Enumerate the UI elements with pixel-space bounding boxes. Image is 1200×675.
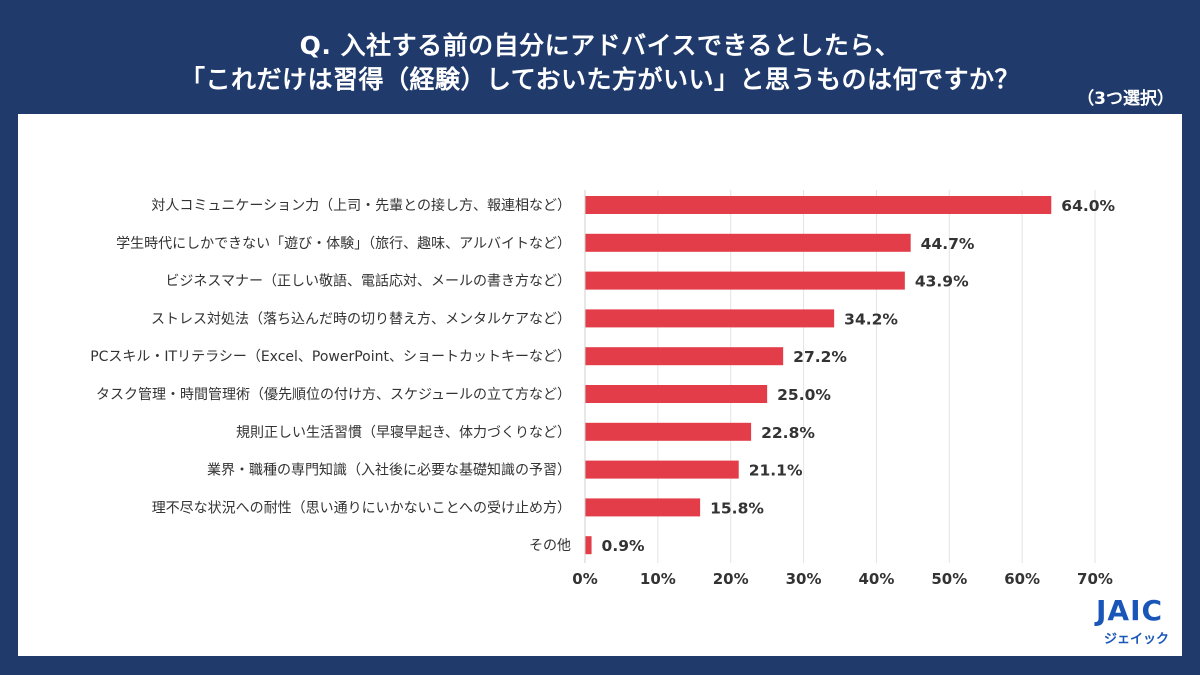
bar (585, 498, 701, 517)
category-label: PCスキル・ITリテラシー（Excel、PowerPoint、ショートカットキー… (90, 349, 571, 365)
bar (585, 347, 784, 366)
category-label: 規則正しい生活習慣（早寝早起き、体力づくりなど） (236, 424, 571, 441)
value-label: 43.9% (915, 273, 969, 291)
value-label: 64.0% (1061, 197, 1115, 215)
category-label: 業界・職種の専門知識（入社後に必要な基礎知識の予習） (207, 462, 571, 479)
category-label: 学生時代にしかできない「遊び・体験」（旅行、趣味、アルバイトなど） (116, 236, 571, 252)
x-tick-label: 50% (931, 570, 967, 588)
value-label: 22.8% (761, 424, 815, 442)
value-label: 21.1% (749, 462, 803, 480)
value-label: 34.2% (844, 310, 898, 328)
selection-note: （3つ選択） (1077, 89, 1174, 109)
title-line-2: 「これだけは習得（経験）しておいた方がいい」と思うものは何ですか？ (179, 65, 1020, 94)
category-label: その他 (529, 538, 571, 554)
x-tick-label: 10% (640, 570, 676, 588)
category-label: 理不尽な状況への耐性（思い通りにいかないことへの受け止め方） (152, 500, 571, 516)
bar (585, 309, 835, 328)
category-label: タスク管理・時間管理術（優先順位の付け方、スケジュールの立て方など） (96, 387, 571, 403)
header: Q. 入社する前の自分にアドバイスできるとしたら、 「これだけは習得（経験）して… (0, 0, 1200, 112)
bar (585, 422, 752, 441)
x-tick-label: 70% (1077, 570, 1113, 588)
value-label: 25.0% (777, 386, 831, 404)
x-tick-label: 20% (713, 570, 749, 588)
bar (585, 196, 1052, 214)
chart-panel: 0% 10% 20% 30% 40% 50% 60% 70% 対人コミュニケーション力（上司・先… (18, 114, 1182, 656)
category-label: ビジネスマナー（正しい敬語、電話応対、メールの書き方など） (165, 273, 571, 290)
value-label: 0.9% (602, 537, 645, 555)
bar-chart: 0% 10% 20% 30% 40% 50% 60% 70% 対人コミュニケーション力（上司・先… (90, 190, 1116, 588)
value-label: 15.8% (710, 499, 764, 517)
title-line-1: Q. 入社する前の自分にアドバイスできるとしたら、 (299, 31, 901, 60)
category-label: 対人コミュニケーション力（上司・先輩との接し方、報連相など） (151, 197, 571, 214)
bar (585, 536, 592, 555)
x-tick-label: 40% (858, 570, 894, 588)
value-label: 27.2% (793, 348, 847, 366)
value-label: 44.7% (921, 235, 975, 253)
bar (585, 460, 739, 479)
x-tick-label: 30% (786, 570, 822, 588)
x-tick-label: 0% (572, 570, 597, 588)
bar (585, 385, 768, 403)
logo-text: JAIC (1096, 594, 1164, 627)
x-tick-label: 60% (1004, 570, 1040, 588)
category-label: ストレス対処法（落ち込んだ時の切り替え方、メンタルケアなど） (151, 311, 571, 327)
logo-subtext: ジェイック (1104, 632, 1170, 647)
bar (585, 233, 911, 252)
jaic-logo: JAIC ジェイック (1082, 590, 1172, 650)
bar (585, 271, 905, 290)
